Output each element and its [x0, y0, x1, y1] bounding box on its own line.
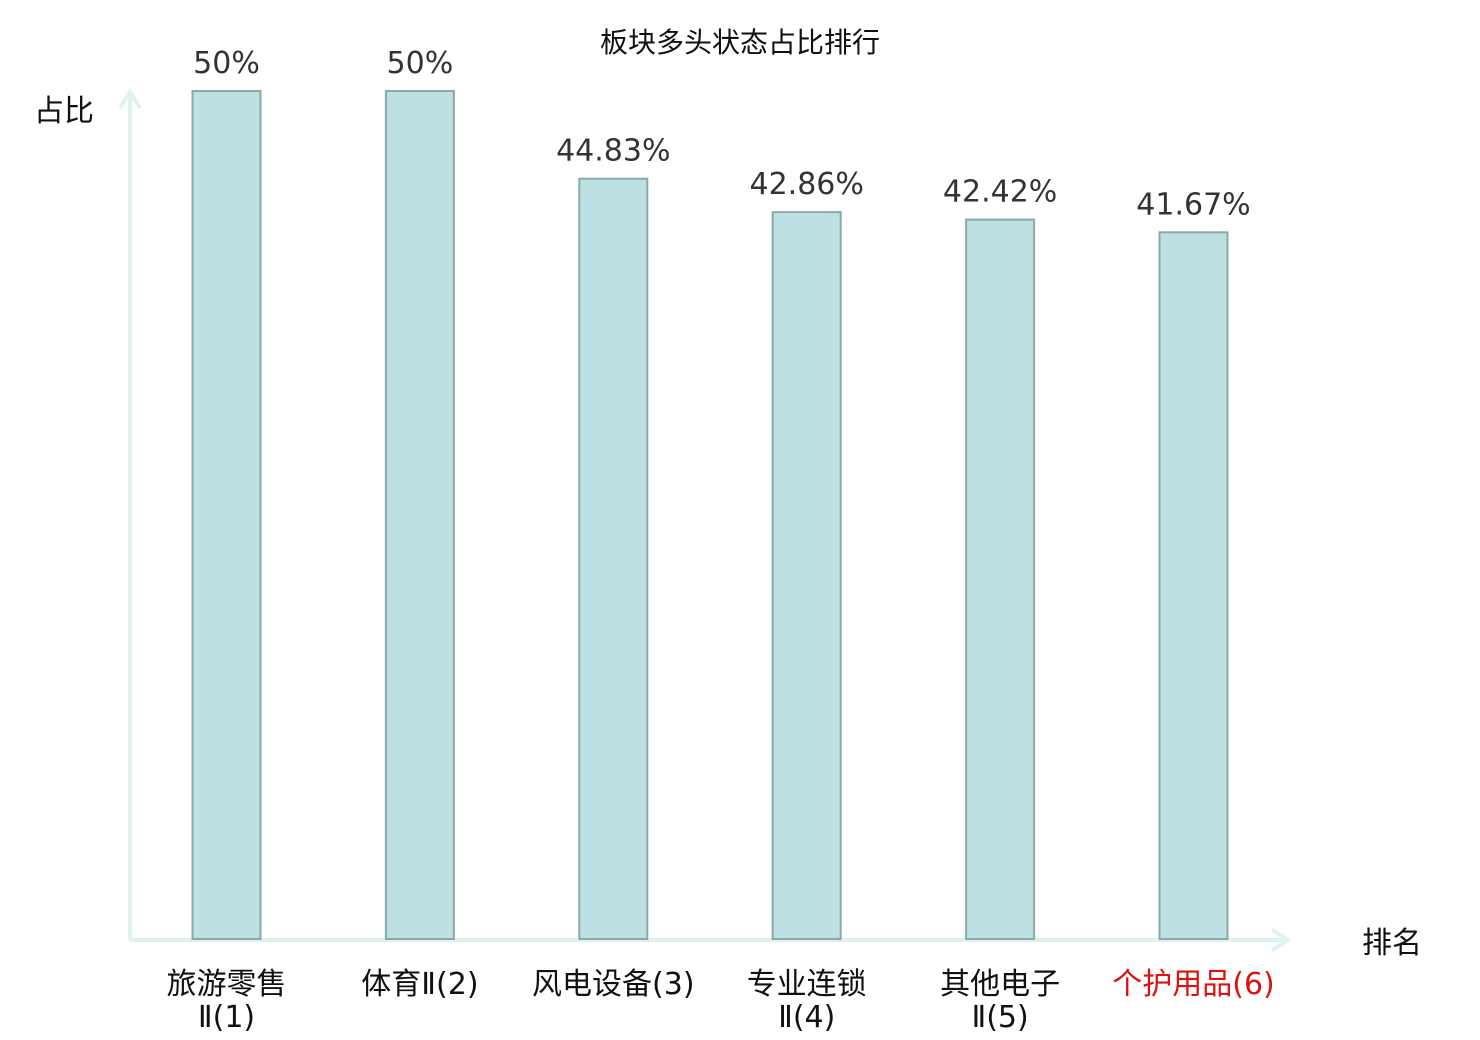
bar-3 [578, 177, 649, 940]
y-axis-label: 占比 [34, 94, 94, 129]
bar-5 [965, 218, 1036, 941]
category-label-3-line-1: 风电设备(3) [532, 967, 695, 1002]
value-label-2: 50% [387, 46, 454, 81]
value-label-4: 42.86% [750, 167, 864, 202]
x-axis-arrow [1270, 928, 1292, 952]
chart-title: 板块多头状态占比排行 [600, 26, 880, 59]
bars-group [191, 90, 1229, 941]
value-label-3: 44.83% [556, 134, 670, 169]
category-label-2-line-1: 体育Ⅱ(2) [361, 967, 478, 1002]
category-label-1-line-1: 旅游零售 [167, 967, 287, 1002]
y-axis-arrow [118, 88, 142, 110]
bar-6 [1158, 231, 1229, 941]
category-label-4-line-1: 专业连锁 [747, 967, 867, 1002]
category-label-6-line-1: 个护用品(6) [1112, 967, 1275, 1002]
axes [118, 88, 1292, 952]
bar-4 [771, 211, 842, 941]
value-label-1: 50% [193, 46, 260, 81]
bar-1 [191, 90, 262, 940]
x-axis-label: 排名 [1362, 926, 1422, 961]
value-label-6: 41.67% [1136, 187, 1250, 222]
value-labels-group: 50% 50% 44.83% 42.86% 42.42% 41.67% [193, 46, 1251, 222]
bar-2 [384, 90, 455, 940]
category-label-4-line-2: Ⅱ(4) [778, 1000, 835, 1035]
category-label-1-line-2: Ⅱ(1) [198, 1000, 255, 1035]
category-label-5-line-1: 其他电子 [940, 967, 1060, 1002]
category-label-5-line-2: Ⅱ(5) [971, 1000, 1028, 1035]
value-label-5: 42.42% [943, 175, 1057, 210]
